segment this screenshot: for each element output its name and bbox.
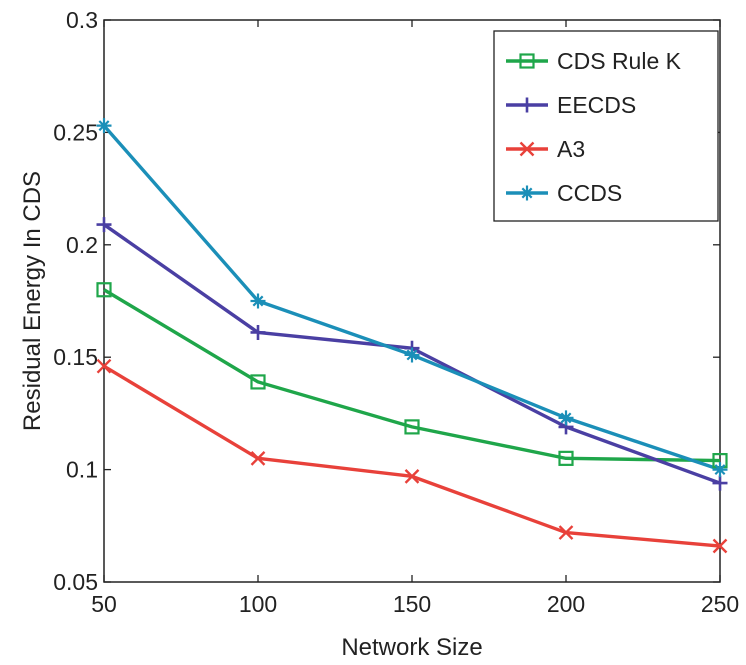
legend-marker-a3 xyxy=(519,141,535,157)
y-tick-label: 0.05 xyxy=(53,569,98,595)
x-tick-label: 100 xyxy=(239,591,277,617)
x-tick-label: 150 xyxy=(393,591,431,617)
legend-label-eecds: EECDS xyxy=(557,92,636,118)
data-point-a3 xyxy=(404,468,420,484)
data-point-ccds xyxy=(250,293,266,309)
x-axis: 50 100 150 200 250 xyxy=(91,20,739,617)
x-tick-label: 200 xyxy=(547,591,585,617)
data-point-a3 xyxy=(558,525,574,540)
y-tick-label: 0.15 xyxy=(53,344,98,370)
y-tick-label: 0.25 xyxy=(53,119,98,145)
legend-marker-cds-rule-k xyxy=(519,53,535,69)
x-axis-title: Network Size xyxy=(341,634,482,661)
series-line-cds-rule-k xyxy=(103,288,721,463)
y-tick-label: 0.3 xyxy=(66,7,98,33)
data-point-ccds xyxy=(558,410,574,426)
data-point-ccds xyxy=(96,118,112,134)
legend-label-ccds: CCDS xyxy=(557,180,622,206)
data-point-eecds xyxy=(96,217,112,233)
x-tick-label: 50 xyxy=(91,591,117,617)
data-point-eecds xyxy=(250,324,266,340)
legend-label-a3: A3 xyxy=(557,136,585,162)
data-point-a3 xyxy=(250,451,266,466)
data-point-cds-rule-k xyxy=(558,450,574,466)
data-point-ccds xyxy=(404,347,420,363)
data-point-eecds xyxy=(712,475,728,491)
legend-marker-ccds xyxy=(519,185,535,201)
y-axis: 0.05 0.1 0.15 0.2 0.25 0.3 xyxy=(53,7,720,595)
y-tick-label: 0.2 xyxy=(66,232,98,258)
data-point-a3 xyxy=(96,358,112,374)
legend: CDS Rule K EECDS A3 CCDS xyxy=(493,30,719,222)
data-point-cds-rule-k xyxy=(96,282,112,298)
data-point-cds-rule-k xyxy=(404,419,420,435)
y-tick-label: 0.1 xyxy=(66,457,98,483)
series-markers xyxy=(96,118,728,554)
y-axis-title: Residual Energy In CDS xyxy=(19,171,46,431)
data-point-ccds xyxy=(712,462,728,478)
data-point-a3 xyxy=(712,538,728,554)
legend-marker-eecds xyxy=(519,97,535,113)
legend-label-cds-rule-k: CDS Rule K xyxy=(557,48,682,74)
data-point-cds-rule-k xyxy=(250,374,266,390)
x-tick-label: 250 xyxy=(701,591,739,617)
